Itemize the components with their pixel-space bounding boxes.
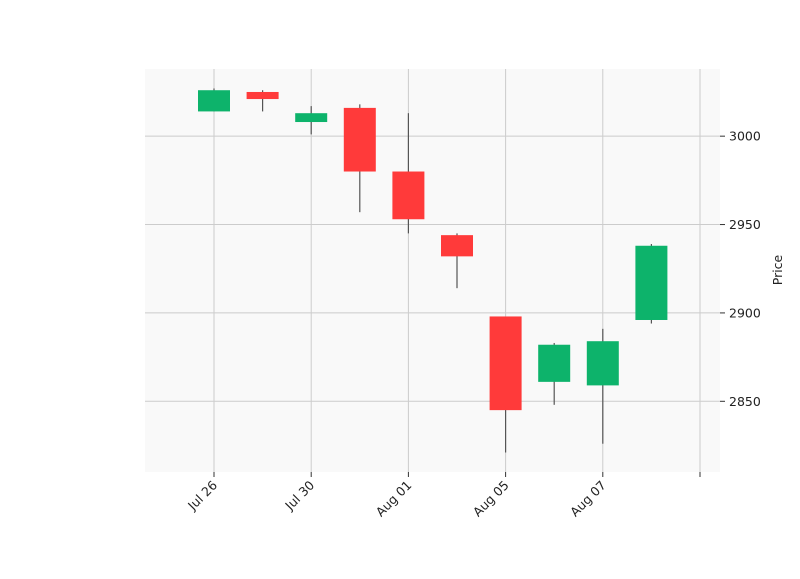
y-tick-label: 2850 <box>729 394 761 409</box>
x-tick-label: Jul 30 <box>281 477 317 513</box>
y-tick-label: 3000 <box>729 129 761 144</box>
candle-layer <box>198 88 668 453</box>
x-tick-label: Aug 05 <box>470 478 512 520</box>
candle-body-down <box>441 235 473 257</box>
candle <box>489 316 522 453</box>
y-tick-label: 2900 <box>729 305 761 320</box>
candle <box>392 113 425 234</box>
x-tick-label: Jul 26 <box>184 477 220 513</box>
candle-body-down <box>392 171 425 220</box>
x-tick-label: Aug 01 <box>373 478 415 520</box>
candle-body-up <box>586 341 619 386</box>
candle-body-down <box>489 316 522 411</box>
candle <box>198 88 230 112</box>
candle <box>295 106 328 135</box>
candle <box>635 243 668 324</box>
y-tick-label: 2950 <box>729 217 761 232</box>
candle-body-up <box>538 344 571 382</box>
x-tick-label: Aug 07 <box>567 478 609 520</box>
candle <box>586 328 619 444</box>
candle-body-up <box>198 90 230 112</box>
candle <box>246 90 279 112</box>
candle-body-down <box>246 91 279 100</box>
candle-body-up <box>635 245 668 320</box>
candle <box>538 342 571 405</box>
y-axis-label: Price <box>770 254 785 285</box>
candle <box>343 104 376 213</box>
candle <box>441 233 473 289</box>
candle-body-up <box>295 113 328 123</box>
plot-background <box>145 69 720 472</box>
candle-body-down <box>343 107 376 172</box>
